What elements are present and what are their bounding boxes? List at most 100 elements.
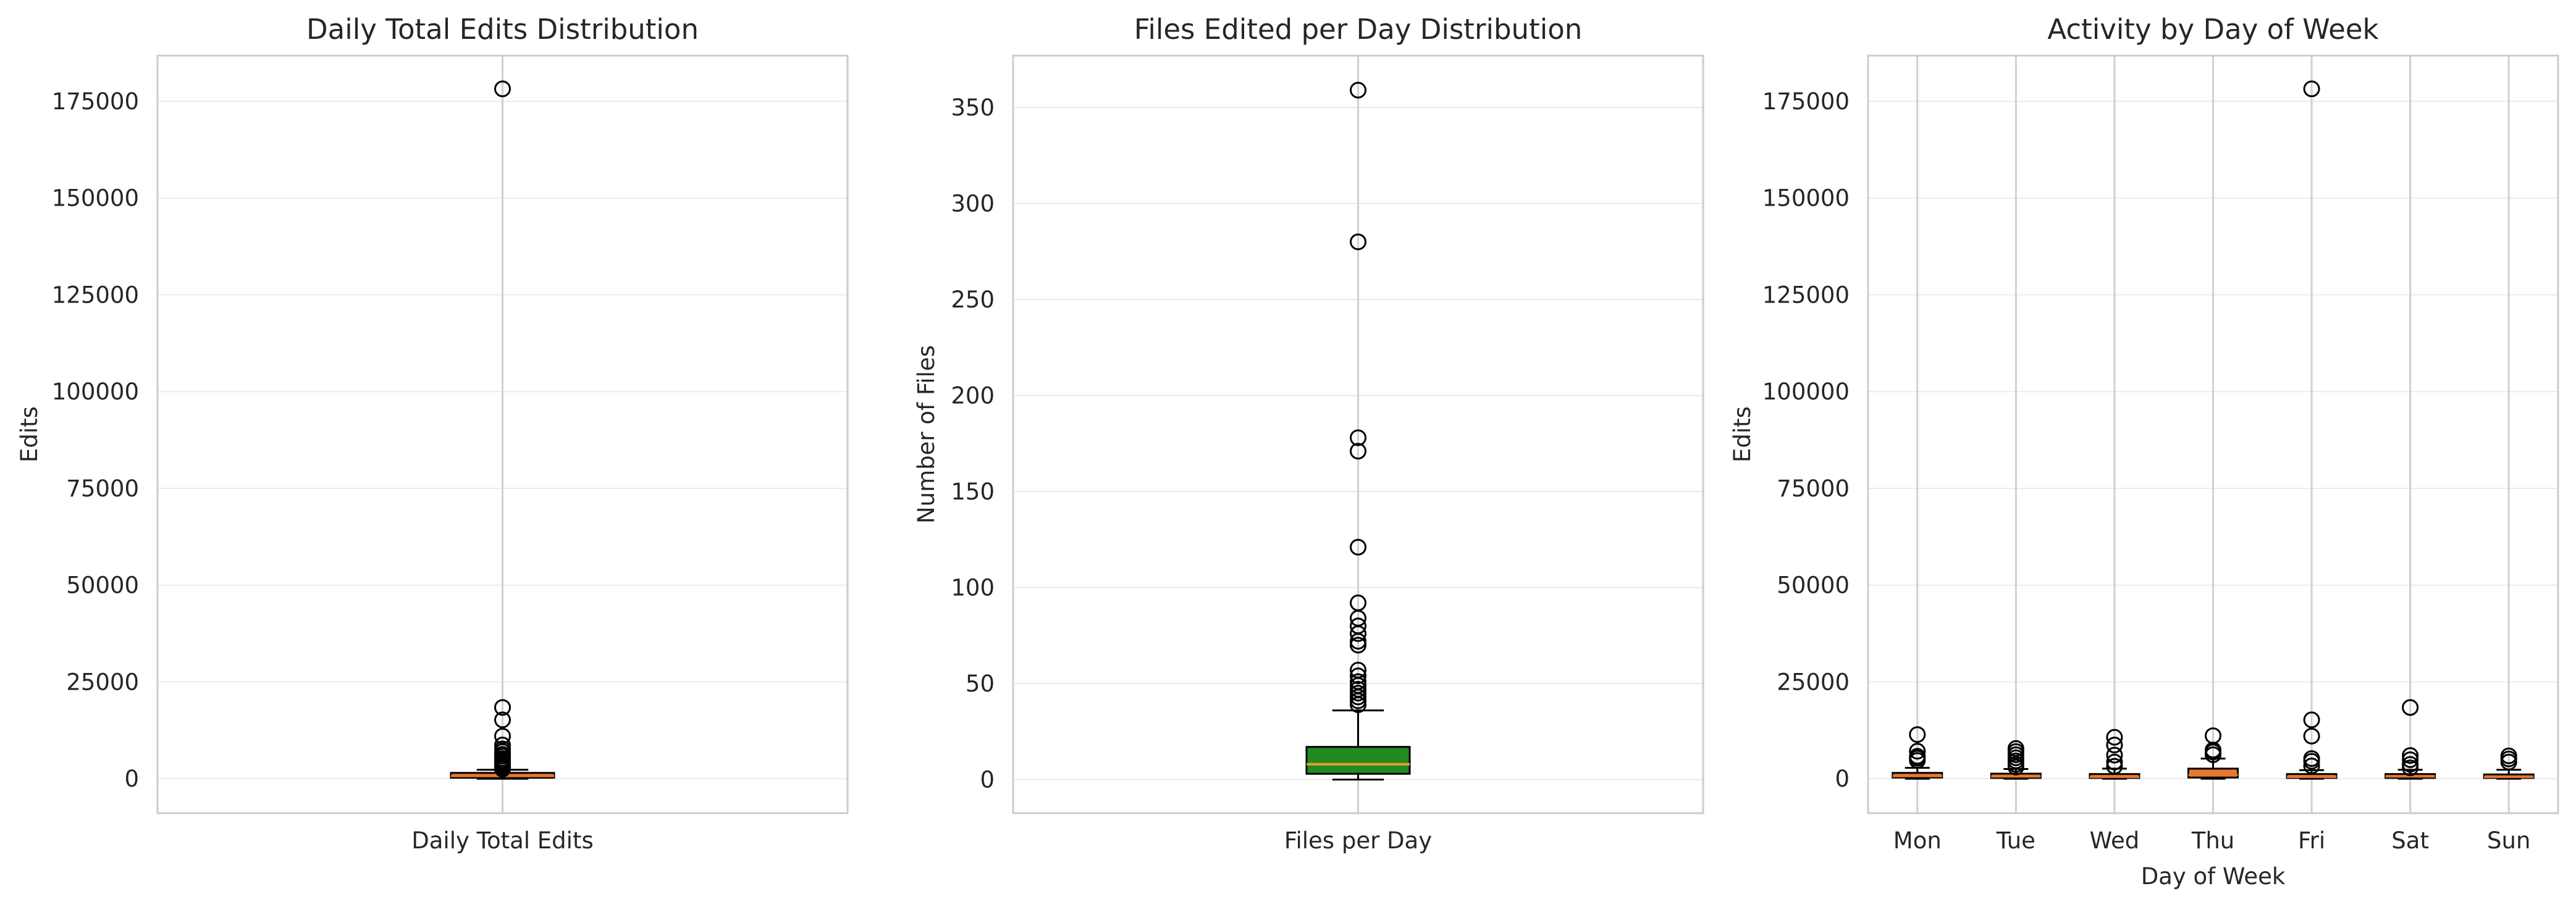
box-wed bbox=[2089, 729, 2140, 780]
outlier-point bbox=[2106, 729, 2123, 746]
outlier-point bbox=[494, 80, 511, 98]
outlier-point bbox=[1909, 726, 1926, 743]
outlier-point bbox=[494, 699, 511, 716]
y-tick-label: 75000 bbox=[66, 475, 139, 502]
y-tick-label: 175000 bbox=[52, 88, 139, 115]
y-tick-label: 100000 bbox=[1762, 378, 1850, 405]
y-tick-label: 75000 bbox=[1777, 475, 1850, 502]
plot-frame bbox=[1867, 54, 2559, 814]
outlier-point bbox=[2205, 746, 2221, 763]
outlier-point bbox=[1350, 233, 1366, 251]
y-tick-label: 150000 bbox=[52, 185, 139, 212]
y-tick-label: 0 bbox=[124, 766, 139, 792]
outlier-point bbox=[1909, 743, 1926, 760]
y-tick-label: 0 bbox=[1835, 766, 1850, 792]
y-tick-label: 300 bbox=[951, 190, 995, 217]
box-sat bbox=[2384, 699, 2436, 780]
chart-title: Activity by Day of Week bbox=[2047, 13, 2378, 46]
y-tick-label: 150 bbox=[951, 479, 995, 505]
x-tick-labels: Daily Total Edits bbox=[411, 827, 593, 854]
box-tue bbox=[1990, 740, 2042, 780]
box-sun bbox=[2483, 747, 2535, 780]
outlier-point bbox=[2402, 747, 2419, 764]
box-files-per-day bbox=[1305, 82, 1411, 781]
box-iqr bbox=[2187, 767, 2239, 779]
outlier-point bbox=[1350, 429, 1366, 446]
y-tick-label: 25000 bbox=[66, 669, 139, 695]
y-tick-labels: 0 25000 50000 75000 100000 125000 150000 175000 bbox=[1762, 88, 1850, 792]
outlier-point bbox=[2303, 753, 2320, 770]
outlier-point bbox=[1350, 82, 1366, 99]
outlier-point bbox=[494, 761, 511, 778]
outlier-point bbox=[2402, 759, 2419, 777]
chart-title: Files Edited per Day Distribution bbox=[1134, 13, 1583, 46]
x-tick-label: Sat bbox=[2391, 827, 2429, 854]
outlier-point bbox=[494, 711, 511, 729]
box-series bbox=[1305, 82, 1411, 781]
plot-frame bbox=[1012, 54, 1704, 814]
plot-frame bbox=[156, 54, 849, 814]
outlier-point bbox=[2303, 80, 2320, 98]
y-axis-label: Number of Files bbox=[913, 345, 940, 524]
outlier-point bbox=[1350, 667, 1366, 685]
outlier-point bbox=[2303, 727, 2320, 745]
box-series bbox=[450, 80, 555, 780]
outlier-point bbox=[1350, 696, 1366, 713]
box-daily-total-edits bbox=[450, 80, 555, 780]
y-tick-label: 125000 bbox=[52, 282, 139, 308]
outlier-point bbox=[1350, 633, 1366, 650]
y-tick-label: 150000 bbox=[1762, 185, 1850, 212]
y-tick-label: 50 bbox=[966, 671, 995, 697]
outlier-point bbox=[2106, 746, 2123, 764]
outlier-point bbox=[2303, 758, 2320, 775]
outlier-point bbox=[1350, 443, 1366, 460]
y-tick-label: 100000 bbox=[52, 378, 139, 405]
y-tick-label: 100 bbox=[951, 575, 995, 601]
x-tick-labels: Mon Tue Wed Thu Fri Sat Sun bbox=[1893, 827, 2531, 854]
outlier-point bbox=[2402, 699, 2419, 716]
y-tick-label: 0 bbox=[980, 767, 995, 793]
box-iqr bbox=[1305, 746, 1411, 775]
x-tick-label: Daily Total Edits bbox=[411, 827, 593, 854]
box-fri bbox=[2286, 80, 2338, 780]
y-tick-label: 200 bbox=[951, 383, 995, 409]
panel-files-per-day: 0 50 100 150 200 250 300 350 Files per Day File… bbox=[913, 13, 1704, 854]
outlier-point bbox=[1350, 637, 1366, 654]
panel-daily-total-edits: 0 25000 50000 75000 100000 125000 150000 175000… bbox=[16, 13, 849, 854]
y-tick-labels: 0 50 100 150 200 250 300 350 bbox=[951, 94, 995, 793]
outlier-point bbox=[2007, 758, 2024, 775]
gridlines bbox=[158, 56, 848, 813]
y-tick-label: 125000 bbox=[1762, 282, 1850, 308]
outlier-point bbox=[1350, 538, 1366, 556]
outlier-point bbox=[1350, 692, 1366, 709]
y-tick-label: 25000 bbox=[1777, 669, 1850, 695]
y-tick-label: 350 bbox=[951, 94, 995, 121]
x-tick-label: Fri bbox=[2298, 827, 2325, 854]
gridlines bbox=[1013, 56, 1703, 813]
y-axis-label: Edits bbox=[16, 406, 43, 462]
outlier-point bbox=[2106, 737, 2123, 754]
outlier-point bbox=[2106, 753, 2123, 771]
panel-activity-by-day: 0 25000 50000 75000 100000 125000 150000 175000… bbox=[1729, 13, 2559, 890]
outlier-point bbox=[2303, 711, 2320, 729]
outlier-point bbox=[2106, 758, 2123, 775]
y-tick-label: 50000 bbox=[66, 572, 139, 599]
chart-title: Daily Total Edits Distribution bbox=[306, 13, 699, 46]
outlier-point bbox=[2500, 753, 2517, 771]
outlier-point bbox=[1350, 625, 1366, 642]
gridlines bbox=[1868, 56, 2558, 813]
x-axis-label: Day of Week bbox=[2141, 863, 2286, 890]
x-tick-label: Files per Day bbox=[1284, 827, 1432, 854]
x-tick-label: Thu bbox=[2191, 827, 2235, 854]
y-tick-label: 50000 bbox=[1777, 572, 1850, 599]
outlier-point bbox=[1350, 685, 1366, 702]
box-series bbox=[1892, 80, 2535, 780]
y-axis-label: Edits bbox=[1729, 406, 1756, 462]
x-tick-label: Mon bbox=[1893, 827, 1942, 854]
y-tick-label: 175000 bbox=[1762, 88, 1850, 115]
outlier-point bbox=[1909, 752, 1926, 769]
outlier-point bbox=[2402, 751, 2419, 768]
x-tick-label: Sun bbox=[2487, 827, 2530, 854]
x-tick-labels: Files per Day bbox=[1284, 827, 1432, 854]
